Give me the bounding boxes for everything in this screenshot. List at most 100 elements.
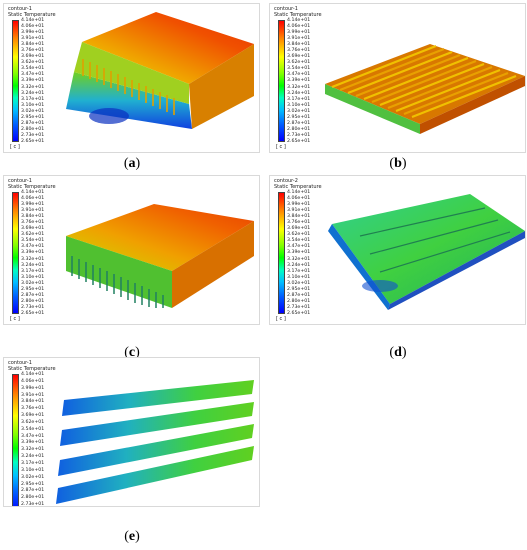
- colorbar-tick-label: 3.69e+01: [21, 54, 45, 60]
- colorbar-tick-label: 3.32e+01: [21, 84, 45, 90]
- colorbar-tick-label: 3.39e+01: [287, 250, 311, 256]
- contour-title: contour-2 Static Temperature: [274, 178, 322, 190]
- unit-label: [ c ]: [276, 144, 286, 150]
- colorbar-tick-label: 3.47e+01: [287, 244, 311, 250]
- colorbar-tick-label: 2.65e+01: [21, 310, 45, 316]
- colorbar-ticks: 4.14e+01 4.06e+01 3.99e+01 3.91e+01 3.84e+01…: [287, 190, 310, 316]
- colorbar: [278, 192, 285, 314]
- contour-title: contour-1 Static Temperature: [8, 6, 56, 18]
- colorbar-tick-label: 3.47e+01: [21, 72, 45, 78]
- colorbar-tick-label: 2.80e+01: [287, 298, 311, 304]
- quantity-name: Static Temperature: [8, 11, 56, 18]
- colorbar-tick-label: 3.76e+01: [21, 220, 45, 226]
- colorbar-tick-label: 4.14e+01: [21, 372, 45, 377]
- colorbar-tick-label: 2.87e+01: [287, 292, 311, 298]
- colorbar-tick-label: 2.73e+01: [287, 304, 311, 310]
- colorbar-tick-label: 3.84e+01: [287, 42, 311, 48]
- colorbar-tick-label: 3.91e+01: [287, 208, 311, 214]
- colorbar-tick-label: 3.62e+01: [287, 232, 311, 238]
- colorbar-tick-label: 3.54e+01: [21, 66, 45, 72]
- colorbar-tick-label: 3.32e+01: [21, 447, 45, 453]
- colorbar-tick-label: 3.76e+01: [21, 48, 45, 54]
- colorbar-tick-label: 2.80e+01: [21, 298, 45, 304]
- colorbar-tick-label: 3.17e+01: [21, 460, 45, 466]
- quantity-name: Static Temperature: [8, 183, 56, 190]
- colorbar-tick-label: 3.69e+01: [287, 54, 311, 60]
- unit-label: [ c ]: [10, 144, 20, 150]
- colorbar-tick-label: 3.69e+01: [21, 413, 45, 419]
- colorbar-tick-label: 3.39e+01: [287, 78, 311, 84]
- caption-a: (a): [123, 156, 141, 171]
- colorbar-tick-label: 3.17e+01: [21, 268, 45, 274]
- panel-e: contour-1 Static Temperature 4.14e+01 4.0…: [3, 357, 260, 507]
- colorbar-tick-label: 2.73e+01: [21, 132, 45, 138]
- colorbar-tick-label: 3.62e+01: [21, 232, 45, 238]
- colorbar-tick-label: 3.10e+01: [287, 274, 311, 280]
- colorbar-tick-label: 2.73e+01: [21, 304, 45, 310]
- colorbar-tick-label: 3.39e+01: [21, 250, 45, 256]
- colorbar-tick-label: 3.91e+01: [287, 36, 311, 42]
- colorbar-tick-label: 3.99e+01: [287, 30, 311, 36]
- contour-name: contour-2: [274, 178, 298, 184]
- colorbar-tick-label: 2.80e+01: [287, 126, 311, 132]
- contour-title: contour-1 Static Temperature: [8, 360, 56, 372]
- colorbar-tick-label: 3.32e+01: [21, 256, 45, 262]
- colorbar-tick-label: 3.02e+01: [21, 108, 45, 114]
- colorbar-tick-label: 3.76e+01: [287, 220, 311, 226]
- contour-title: contour-1 Static Temperature: [8, 178, 56, 190]
- colorbar-tick-label: 2.95e+01: [21, 286, 45, 292]
- colorbar-tick-label: 3.24e+01: [21, 90, 45, 96]
- colorbar-tick-label: 2.80e+01: [21, 495, 45, 501]
- colorbar-tick-label: 4.14e+01: [21, 18, 45, 23]
- colorbar-tick-label: 2.95e+01: [21, 481, 45, 487]
- contour-name: contour-1: [8, 360, 32, 366]
- contour-name: contour-1: [8, 6, 32, 12]
- colorbar-tick-label: 4.14e+01: [21, 190, 45, 195]
- colorbar-tick-label: 3.62e+01: [21, 419, 45, 425]
- panel-b: contour-1 Static Temperature 4.14e+01 4.0…: [269, 3, 526, 153]
- colorbar-tick-label: 2.87e+01: [287, 120, 311, 126]
- colorbar-tick-label: 3.24e+01: [21, 454, 45, 460]
- colorbar-tick-label: 3.69e+01: [21, 226, 45, 232]
- colorbar-tick-label: 3.02e+01: [21, 474, 45, 480]
- colorbar: [12, 374, 19, 506]
- colorbar-tick-label: 3.17e+01: [287, 268, 311, 274]
- fin-strips-model: [56, 380, 254, 504]
- caption-b: (b): [389, 156, 407, 171]
- colorbar-tick-label: 2.65e+01: [21, 138, 45, 144]
- colorbar-tick-label: 3.10e+01: [21, 274, 45, 280]
- caption-e: (e): [124, 529, 140, 544]
- colorbar-tick-label: 3.10e+01: [287, 102, 311, 108]
- colorbar-tick-label: 4.06e+01: [21, 378, 45, 384]
- colorbar-tick-label: 3.02e+01: [287, 108, 311, 114]
- colorbar-tick-label: 2.80e+01: [21, 126, 45, 132]
- colorbar-tick-label: 3.02e+01: [287, 280, 311, 286]
- caption-c: (c): [124, 345, 140, 360]
- colorbar-tick-label: 2.95e+01: [21, 114, 45, 120]
- colorbar-tick-label: 3.76e+01: [287, 48, 311, 54]
- heat-sink-model: [66, 12, 254, 129]
- colorbar-tick-label: 3.99e+01: [21, 30, 45, 36]
- colorbar-tick-label: 3.47e+01: [21, 433, 45, 439]
- contour-name: contour-1: [274, 6, 298, 12]
- colorbar-tick-label: 4.06e+01: [287, 24, 311, 30]
- panel-a: contour-1 Static Temperature 4.14e+01 4.0…: [3, 3, 260, 153]
- colorbar: [278, 20, 285, 142]
- colorbar-tick-label: 3.32e+01: [287, 84, 311, 90]
- colorbar-tick-label: 3.24e+01: [21, 262, 45, 268]
- colorbar-tick-label: 3.62e+01: [287, 60, 311, 66]
- colorbar-tick-label: 2.87e+01: [21, 488, 45, 494]
- colorbar-tick-label: 3.54e+01: [287, 238, 311, 244]
- colorbar-tick-label: 3.99e+01: [287, 202, 311, 208]
- unit-label: [ c ]: [10, 316, 20, 322]
- quantity-name: Static Temperature: [274, 11, 322, 18]
- colorbar-ticks: 4.14e+01 4.06e+01 3.99e+01 3.91e+01 3.84e+01…: [21, 372, 45, 506]
- colorbar-tick-label: 3.24e+01: [287, 90, 311, 96]
- colorbar-tick-label: 2.73e+01: [287, 132, 311, 138]
- colorbar-tick-label: 3.10e+01: [21, 102, 45, 108]
- panel-c: contour-1 Static Temperature 4.14e+01 4.0…: [3, 175, 260, 325]
- colorbar-tick-label: 3.84e+01: [21, 214, 45, 220]
- base-plate-model: [328, 194, 525, 310]
- fin-array-model: [325, 44, 525, 134]
- heat-sink-model: [66, 204, 254, 308]
